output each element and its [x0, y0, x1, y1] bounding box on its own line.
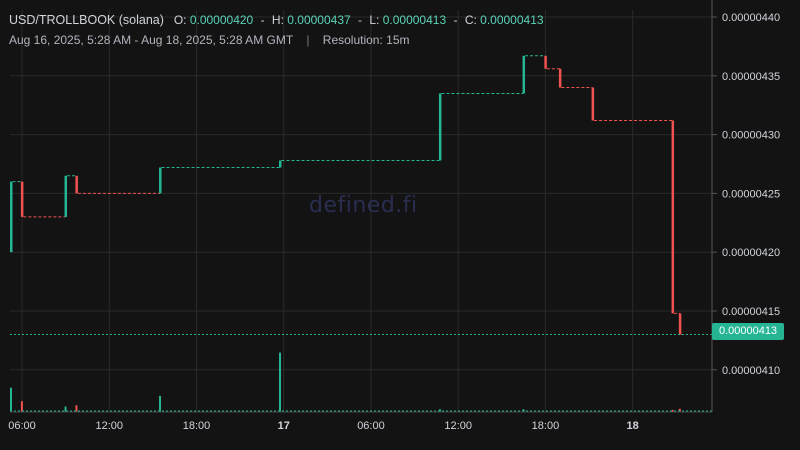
high-label: H:: [271, 13, 284, 27]
candle: [159, 167, 162, 194]
candle: [438, 93, 442, 161]
y-tick-label: 0.00000430: [722, 130, 780, 142]
resolution-label: Resolution: 15m: [322, 33, 410, 47]
date-range: Aug 16, 2025, 5:28 AM - Aug 18, 2025, 5:…: [9, 33, 293, 47]
candle: [64, 175, 68, 217]
candle: [20, 181, 24, 217]
candle: [75, 175, 78, 194]
price-axis[interactable]: 0.00000440 0.00000435 0.00000430 0.00000425…: [711, 0, 780, 412]
pair-title: USD/TROLLBOOK (solana): [9, 13, 164, 27]
y-tick-label: 0.00000420: [722, 247, 780, 259]
candle: [522, 55, 526, 94]
candle: [558, 68, 562, 88]
x-tick-label: 17: [278, 420, 290, 432]
last-price-tag: 0.00000413: [712, 323, 784, 340]
candle-series: [10, 55, 683, 336]
x-tick-label: 06:00: [8, 420, 36, 432]
candle: [544, 55, 547, 69]
candle: [591, 87, 595, 121]
low-value: 0.00000413: [382, 13, 447, 27]
x-tick-label: 18:00: [183, 420, 211, 432]
header-separator: |: [306, 33, 310, 47]
candle: [10, 181, 13, 253]
chart-legend: USD/TROLLBOOK (solana) O: 0.00000420 - H…: [9, 10, 705, 47]
volume-bar: [678, 408, 681, 412]
y-tick-label: 0.00000415: [722, 306, 780, 318]
candle: [278, 160, 282, 168]
volume-bars: [10, 352, 712, 412]
time-axis[interactable]: 06:00 12:00 18:00 17 06:00 12:00 18:00 18: [8, 411, 712, 432]
candle: [678, 313, 682, 335]
volume-bar: [278, 352, 281, 412]
y-tick-label: 0.00000410: [722, 365, 780, 377]
low-label: L:: [369, 13, 380, 27]
open-value: 0.00000420: [189, 13, 254, 27]
x-tick-label: 18: [627, 420, 639, 432]
close-label: C:: [464, 13, 477, 27]
x-tick-label: 18:00: [532, 420, 560, 432]
x-tick-label: 12:00: [95, 420, 123, 432]
y-tick-label: 0.00000425: [722, 188, 780, 200]
volume-bar: [159, 395, 162, 412]
volume-bar: [671, 409, 674, 412]
ohlc-readout: O: 0.00000420 - H: 0.00000437 - L: 0.000…: [173, 13, 544, 27]
x-tick-label: 06:00: [357, 420, 385, 432]
y-tick-label: 0.00000440: [722, 12, 780, 24]
chart-grid: [10, 10, 712, 412]
high-value: 0.00000437: [287, 13, 351, 27]
x-tick-label: 12:00: [444, 420, 472, 432]
close-value: 0.00000413: [480, 13, 544, 27]
volume-bar: [10, 387, 12, 412]
candle: [671, 120, 675, 314]
volume-bar: [75, 405, 78, 412]
y-tick-label: 0.00000435: [722, 71, 780, 83]
volume-bar: [20, 401, 23, 412]
open-label: O:: [173, 13, 187, 27]
volume-bar: [64, 406, 67, 412]
watermark: defined.fi: [309, 193, 418, 218]
